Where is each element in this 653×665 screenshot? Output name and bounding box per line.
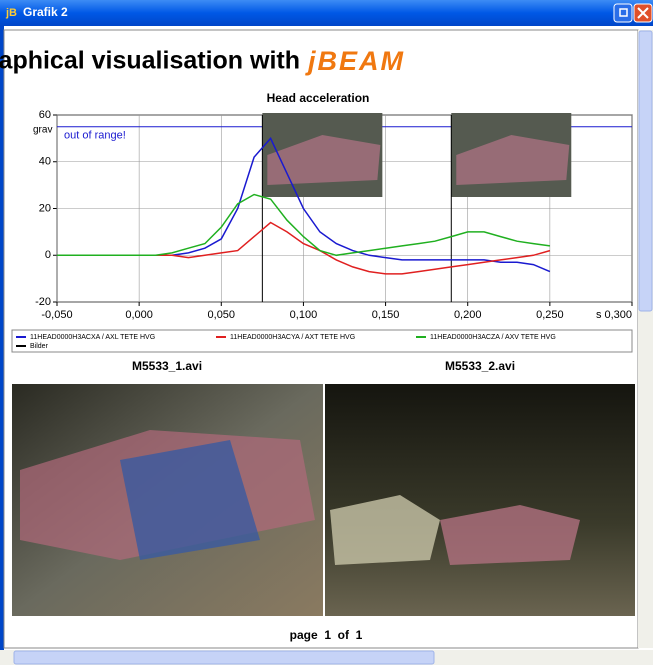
maximize-button[interactable] bbox=[613, 3, 633, 23]
left-border bbox=[0, 26, 4, 665]
legend-label: 11HEAD0000H3ACZA / AXV TETE HVG bbox=[430, 334, 556, 341]
x-tick-label: 0,050 bbox=[208, 309, 236, 321]
y-tick-label: 20 bbox=[39, 202, 51, 214]
x-tick-label: 0,250 bbox=[536, 309, 564, 321]
y-tick-label: -20 bbox=[35, 296, 51, 308]
y-tick-label: 0 bbox=[45, 249, 51, 261]
annotation: out of range! bbox=[64, 130, 126, 142]
car-shape bbox=[440, 505, 580, 565]
legend-label: 11HEAD0000H3ACXA / AXL TETE HVG bbox=[30, 334, 155, 341]
legend-label: Bilder bbox=[30, 343, 49, 350]
series-line bbox=[57, 193, 551, 257]
scroll-thumb[interactable] bbox=[638, 30, 653, 312]
thumbnail-car bbox=[267, 135, 381, 185]
window-title: Grafik 2 bbox=[23, 5, 68, 19]
brand: jBEAM bbox=[305, 46, 405, 76]
h-scroll-thumb[interactable] bbox=[13, 650, 435, 665]
video-caption: M5533_1.avi bbox=[132, 359, 202, 373]
x-tick-label: 0,100 bbox=[290, 309, 318, 321]
y-axis-label: grav bbox=[33, 125, 52, 136]
x-tick-label: -0,050 bbox=[41, 309, 72, 321]
car-shape bbox=[330, 495, 440, 565]
car-shape bbox=[120, 440, 260, 560]
title-bar bbox=[0, 0, 653, 26]
video-frame bbox=[325, 384, 635, 616]
close-icon bbox=[637, 7, 649, 19]
window-icon: jB bbox=[5, 7, 17, 19]
legend-label: 11HEAD0000H3ACYA / AXT TETE HVG bbox=[230, 334, 355, 341]
heading: Graphical visualisation with bbox=[0, 47, 300, 75]
legend bbox=[11, 329, 633, 353]
y-tick-label: 40 bbox=[39, 156, 51, 168]
x-tick-label: 0,150 bbox=[372, 309, 400, 321]
video-caption: M5533_2.avi bbox=[445, 359, 515, 373]
x-tick-label: 0,000 bbox=[125, 309, 153, 321]
y-tick-label: 60 bbox=[39, 109, 51, 121]
page-footer: page 1 of 1 bbox=[290, 628, 363, 642]
chart-title: Head acceleration bbox=[267, 91, 370, 105]
maximize-icon bbox=[619, 8, 628, 17]
x-tick-label: 0,300 bbox=[604, 309, 632, 321]
thumbnail-car bbox=[456, 135, 570, 185]
x-axis-label: s bbox=[596, 309, 602, 321]
x-tick-label: 0,200 bbox=[454, 309, 482, 321]
